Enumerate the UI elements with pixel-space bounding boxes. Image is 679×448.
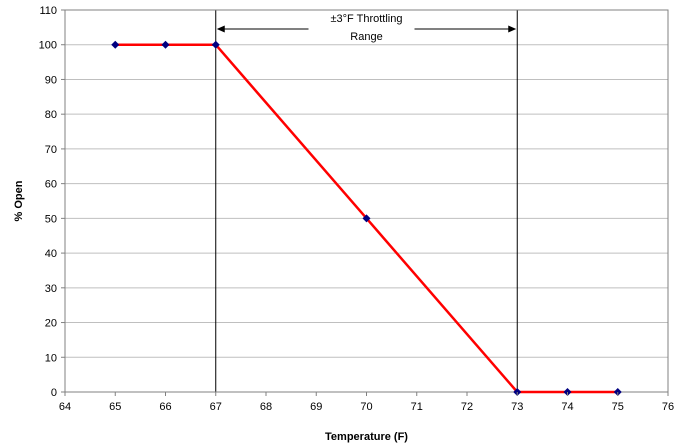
x-tick-label-70: 70 <box>360 401 372 413</box>
y-tick-label-10: 10 <box>45 352 57 364</box>
data-point-66 <box>161 40 170 49</box>
x-tick-label-67: 67 <box>210 401 222 413</box>
throttling-range-lines <box>215 10 518 392</box>
y-axis-ticks: 0 10 20 30 40 50 60 70 80 90 100 110 <box>39 5 65 399</box>
x-tick-label-75: 75 <box>612 401 624 413</box>
y-tick-label-40: 40 <box>45 248 57 260</box>
x-tick-label-73: 73 <box>511 401 523 413</box>
x-tick-label-68: 68 <box>260 401 272 413</box>
x-tick-label-65: 65 <box>109 401 121 413</box>
y-tick-label-0: 0 <box>51 387 57 399</box>
y-tick-label-70: 70 <box>45 144 57 156</box>
x-tick-label-66: 66 <box>159 401 171 413</box>
data-point-65 <box>111 40 120 49</box>
y-tick-label-80: 80 <box>45 109 57 121</box>
throttling-range-label-line1: ±3°F Throttling <box>331 13 403 25</box>
y-tick-label-30: 30 <box>45 283 57 295</box>
y-tick-label-60: 60 <box>45 179 57 191</box>
x-tick-label-69: 69 <box>310 401 322 413</box>
y-tick-label-110: 110 <box>39 5 57 17</box>
gridlines <box>65 44 668 358</box>
x-axis-ticks: 64 65 66 67 68 69 70 71 72 73 74 75 76 <box>59 392 674 413</box>
data-point-70 <box>362 214 371 223</box>
plot-area-border <box>64 9 669 393</box>
x-tick-label-72: 72 <box>461 401 473 413</box>
data-point-67 <box>211 40 220 49</box>
y-axis-title: % Open <box>13 180 25 221</box>
y-tick-label-100: 100 <box>39 40 57 52</box>
x-axis-title: Temperature (F) <box>325 431 408 443</box>
x-tick-label-74: 74 <box>561 401 573 413</box>
x-tick-label-71: 71 <box>411 401 423 413</box>
throttling-range-label-line2: Range <box>350 31 382 43</box>
x-tick-label-64: 64 <box>59 401 71 413</box>
arrowhead-right <box>508 25 517 33</box>
arrowhead-left <box>216 25 225 33</box>
x-tick-label-76: 76 <box>662 401 674 413</box>
y-tick-label-90: 90 <box>45 74 57 86</box>
y-tick-label-20: 20 <box>45 318 57 330</box>
throttling-range-arrows <box>216 25 517 33</box>
y-tick-label-50: 50 <box>45 213 57 225</box>
